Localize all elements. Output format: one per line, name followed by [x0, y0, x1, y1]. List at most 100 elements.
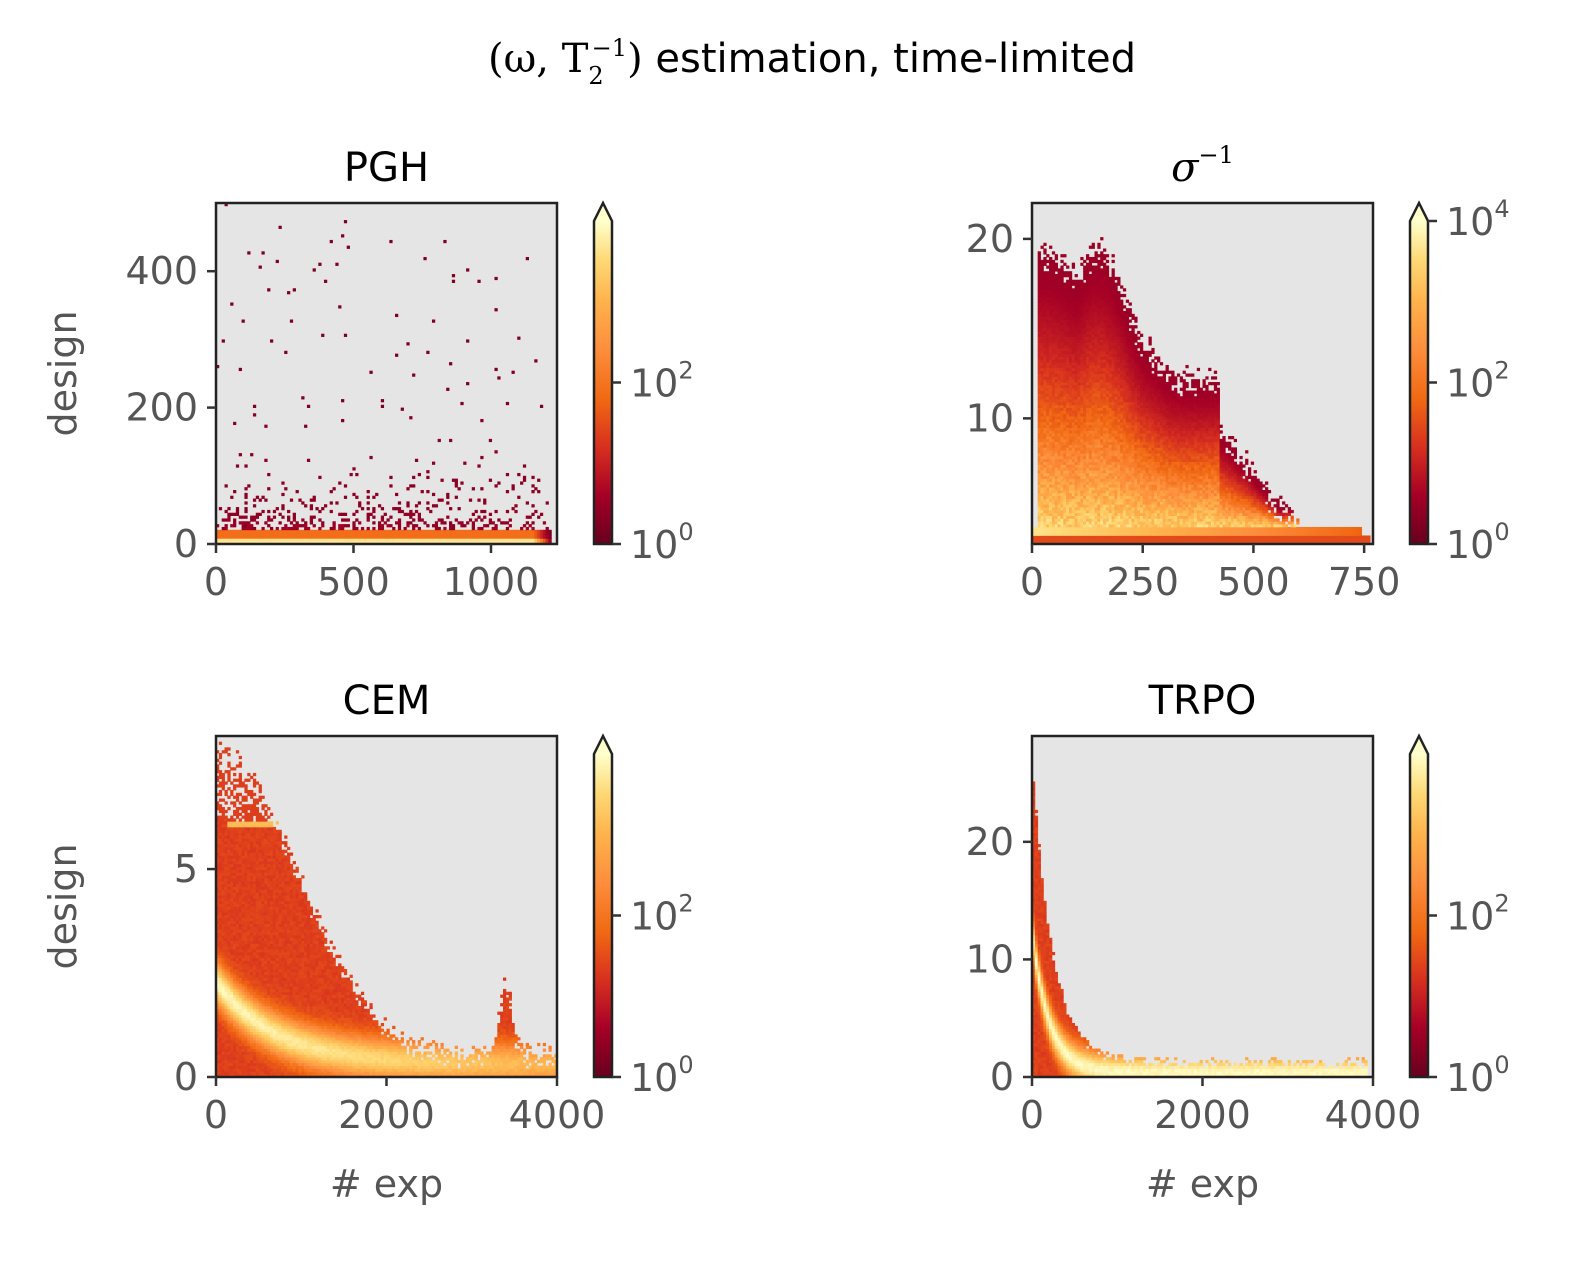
- sigma-cell: [1128, 447, 1132, 451]
- sigma-cell: [1071, 339, 1076, 343]
- pgh-cell: [250, 515, 254, 519]
- sigma-cell: [1128, 438, 1132, 443]
- sigma-cell: [1157, 444, 1161, 448]
- sigma-cell: [1091, 515, 1095, 519]
- sigma-cell: [1094, 484, 1098, 488]
- sigma-cell: [1054, 509, 1058, 514]
- sigma-cell: [1097, 373, 1101, 377]
- sigma-cell: [1097, 501, 1101, 505]
- sigma-cell: [1134, 507, 1138, 511]
- pgh-cell: [463, 532, 467, 536]
- sigma-cell: [1051, 416, 1056, 420]
- sigma-cell: [1122, 501, 1127, 505]
- sigma-cell: [1154, 444, 1158, 448]
- sigma-cell: [1080, 441, 1084, 445]
- sigma-cell: [1139, 342, 1144, 346]
- sigma-cell: [1145, 504, 1149, 508]
- pgh-cell: [503, 538, 507, 542]
- pgh-cell: [306, 526, 311, 531]
- sigma-cell: [1046, 436, 1050, 440]
- sigma-cell: [1151, 453, 1155, 457]
- sigma-cell: [1066, 410, 1070, 414]
- sigma-cell: [1054, 336, 1058, 340]
- sigma-cell: [1085, 362, 1090, 366]
- sigma-cell: [1148, 399, 1152, 403]
- pgh-cell: [341, 529, 345, 534]
- sigma-cell: [1083, 399, 1087, 403]
- sigma-cell: [1057, 396, 1061, 400]
- sigma-cell: [1117, 384, 1121, 389]
- sigma-cell: [1097, 299, 1101, 303]
- sigma-cell: [1091, 359, 1095, 363]
- sigma-cell: [1068, 413, 1073, 417]
- sigma-cell: [1063, 274, 1067, 278]
- sigma-cell: [1157, 436, 1161, 440]
- sigma-cell: [1051, 538, 1056, 542]
- pgh-cell: [298, 532, 302, 536]
- sigma-cell: [1154, 453, 1158, 457]
- sigma-cell: [1037, 504, 1041, 508]
- sigma-cell: [1037, 268, 1041, 272]
- sigma-cell: [1137, 404, 1141, 408]
- sigma-cell: [1088, 526, 1093, 531]
- sigma-cell: [1139, 367, 1144, 372]
- sigma-cell: [1085, 319, 1090, 323]
- sigma-cell: [1043, 376, 1047, 380]
- sigma-cell: [1043, 464, 1047, 468]
- sigma-cell: [1077, 467, 1081, 471]
- sigma-cell: [1046, 512, 1050, 516]
- sigma-cell: [1060, 254, 1064, 258]
- sigma-cell: [1060, 359, 1064, 363]
- sigma-cell: [1068, 484, 1073, 488]
- sigma-cell: [1148, 464, 1152, 468]
- sigma-cell: [1046, 518, 1050, 522]
- sigma-cell: [1111, 362, 1115, 366]
- sigma-cell: [1083, 382, 1087, 386]
- sigma-cell: [1114, 424, 1118, 428]
- sigma-cell: [1125, 458, 1130, 462]
- pgh-cell: [358, 521, 362, 525]
- pgh-cell: [417, 529, 421, 534]
- sigma-cell: [1145, 433, 1149, 437]
- sigma-cell: [1105, 285, 1110, 289]
- sigma-cell: [1117, 450, 1121, 454]
- sigma-cell: [1071, 438, 1076, 443]
- sigma-cell: [1043, 259, 1047, 264]
- sigma-cell: [1083, 413, 1087, 417]
- sigma-cell: [1083, 433, 1087, 437]
- sigma-cell: [1085, 438, 1090, 443]
- sigma-cell: [1071, 399, 1076, 403]
- sigma-cell: [1105, 399, 1110, 403]
- sigma-cell: [1105, 433, 1110, 437]
- sigma-cell: [1134, 430, 1138, 434]
- sigma-cell: [1105, 521, 1110, 525]
- sigma-cell: [1122, 538, 1127, 542]
- sigma-cell: [1071, 504, 1076, 508]
- sigma-cell: [1125, 308, 1130, 312]
- pgh-cell: [494, 308, 498, 312]
- sigma-cell: [1114, 382, 1118, 386]
- sigma-cell: [1108, 518, 1112, 522]
- sigma-cell: [1049, 274, 1053, 278]
- sigma-cell: [1148, 461, 1152, 465]
- sigma-cell: [1046, 330, 1050, 335]
- pgh-cell: [429, 538, 433, 542]
- pgh-cell: [372, 521, 376, 525]
- sigma-cell: [1071, 288, 1076, 292]
- sigma-cell: [1142, 509, 1147, 514]
- sigma-cell: [1063, 330, 1067, 335]
- sigma-cell: [1037, 347, 1041, 352]
- pgh-cell: [508, 532, 512, 536]
- sigma-cell: [1094, 285, 1098, 289]
- pgh-cell: [397, 518, 402, 522]
- sigma-cell: [1043, 481, 1047, 485]
- sigma-cell: [1145, 521, 1149, 525]
- sigma-cell: [1139, 524, 1144, 528]
- sigma-cell: [1068, 288, 1073, 292]
- sigma-cell: [1043, 501, 1047, 505]
- sigma-cell: [1125, 401, 1130, 406]
- sigma-cell: [1128, 470, 1132, 474]
- sigma-cell: [1051, 407, 1056, 411]
- sigma-cell: [1131, 495, 1135, 499]
- sigma-cell: [1063, 336, 1067, 340]
